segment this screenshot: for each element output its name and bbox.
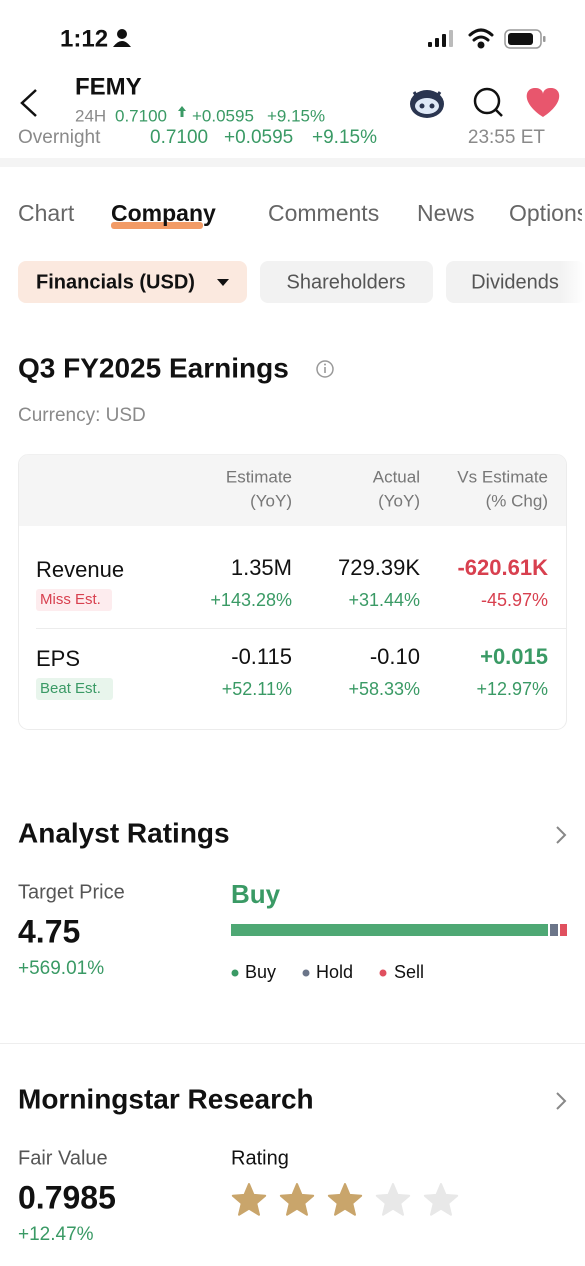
row-name: EPS: [36, 646, 80, 671]
overnight-change-pct: +9.15%: [312, 127, 377, 148]
star-filled: [231, 1183, 267, 1216]
status-time: 1:12: [60, 25, 108, 52]
legend-dot: [379, 969, 387, 977]
cell-change: +52.11%: [222, 679, 292, 699]
table-content: Estimate (YoY) Actual (YoY) Vs Estimate (% Ch…: [36, 467, 548, 700]
chevron[interactable]: [556, 1092, 567, 1110]
rating-label: Rating: [231, 1147, 289, 1169]
legend-label: Hold: [316, 962, 353, 982]
target-price: 4.75: [18, 913, 80, 949]
consensus: Buy: [231, 879, 281, 909]
wifi-icon: [468, 28, 494, 49]
badge: [36, 589, 112, 611]
rating-bar-buy: [231, 924, 548, 936]
cell-value: 729.39K: [338, 555, 420, 580]
fair-value-change: +12.47%: [18, 1224, 94, 1245]
column-header: (% Chg): [486, 491, 548, 510]
column-header: Vs Estimate: [457, 467, 548, 486]
fade: [560, 255, 585, 309]
cell-change: +31.44%: [348, 590, 420, 610]
subtab-label[interactable]: Dividends: [471, 271, 559, 293]
legend-label: Sell: [394, 962, 424, 982]
subtab-pill[interactable]: [18, 261, 247, 303]
legend-dot: [231, 969, 239, 977]
cell-change: +58.33%: [348, 679, 420, 699]
status-person-icon: [113, 29, 131, 47]
rating-bar-sell: [560, 924, 567, 936]
section-title: Q3 FY2025 Earnings: [18, 352, 289, 383]
badge: [36, 678, 113, 700]
subtab-label[interactable]: Shareholders: [287, 271, 406, 293]
cell-change: +143.28%: [210, 590, 292, 610]
column-header: (YoY): [378, 491, 420, 510]
cell-value: -620.61K: [457, 555, 548, 580]
header-change-pct: +9.15%: [267, 106, 325, 125]
legend-dot: [302, 969, 310, 977]
favorite-button[interactable]: [526, 87, 560, 117]
tab-bar: Chart Company Comments News Options: [18, 200, 585, 226]
currency-label: Currency: USD: [18, 405, 146, 426]
assistant-icon[interactable]: [410, 90, 444, 118]
subtab-pill[interactable]: [446, 261, 585, 303]
session-label: 24H: [75, 106, 106, 125]
dropdown-caret: [217, 279, 229, 286]
battery-icon: [504, 29, 546, 49]
target-label: Target Price: [18, 881, 125, 903]
signal-icon: [428, 30, 453, 47]
cell-value: -0.10: [370, 644, 420, 669]
tab[interactable]: Options: [509, 200, 585, 226]
column-header: (YoY): [250, 491, 292, 510]
star-filled: [279, 1183, 315, 1216]
search-button[interactable]: [473, 87, 503, 117]
overnight-row: Overnight 0.7100 +0.0595 +9.15% 23:55 ET: [18, 127, 545, 148]
header-price: 0.7100: [115, 106, 167, 125]
star-empty: [375, 1183, 411, 1216]
subtab-label[interactable]: Financials (USD): [36, 271, 195, 293]
overnight-change: +0.0595: [224, 127, 293, 148]
section-title: Analyst Ratings: [18, 817, 230, 848]
cell-value: 1.35M: [231, 555, 292, 580]
tab[interactable]: Company: [111, 200, 216, 226]
subtab-pill[interactable]: [260, 261, 433, 303]
column-header: Estimate: [226, 467, 292, 486]
table-header: [19, 454, 566, 526]
star-filled: [327, 1183, 363, 1216]
badge-label: Miss Est.: [40, 591, 101, 608]
fair-value-label: Fair Value: [18, 1147, 108, 1169]
info-icon[interactable]: [316, 360, 334, 378]
section-title: Morningstar Research: [18, 1083, 314, 1114]
overnight-price: 0.7100: [150, 127, 208, 148]
tab[interactable]: News: [417, 200, 475, 226]
chevron[interactable]: [556, 826, 567, 844]
tab[interactable]: Chart: [18, 200, 75, 226]
header-change: +0.0595: [192, 106, 254, 125]
tab[interactable]: Comments: [268, 200, 379, 226]
cell-change: +12.97%: [476, 679, 548, 699]
overnight-label: Overnight: [18, 127, 101, 148]
row-name: Revenue: [36, 557, 124, 582]
column-header: Actual: [373, 467, 420, 486]
ticker: FEMY: [75, 73, 142, 100]
legend-label: Buy: [245, 962, 276, 982]
badge-label: Beat Est.: [40, 680, 101, 697]
back-button[interactable]: [20, 89, 37, 117]
up-arrow: [178, 106, 186, 117]
cell-value: -0.115: [231, 644, 292, 669]
rating-bar-hold: [550, 924, 558, 936]
separator: [0, 158, 585, 167]
star-rating: [231, 1183, 459, 1216]
target-change: +569.01%: [18, 958, 104, 979]
tab-indicator: [111, 222, 203, 229]
fair-value: 0.7985: [18, 1179, 116, 1215]
overnight-time: 23:55 ET: [468, 127, 545, 148]
star-empty: [423, 1183, 459, 1216]
cell-value: +0.015: [480, 644, 548, 669]
cell-change: -45.97%: [481, 590, 548, 610]
